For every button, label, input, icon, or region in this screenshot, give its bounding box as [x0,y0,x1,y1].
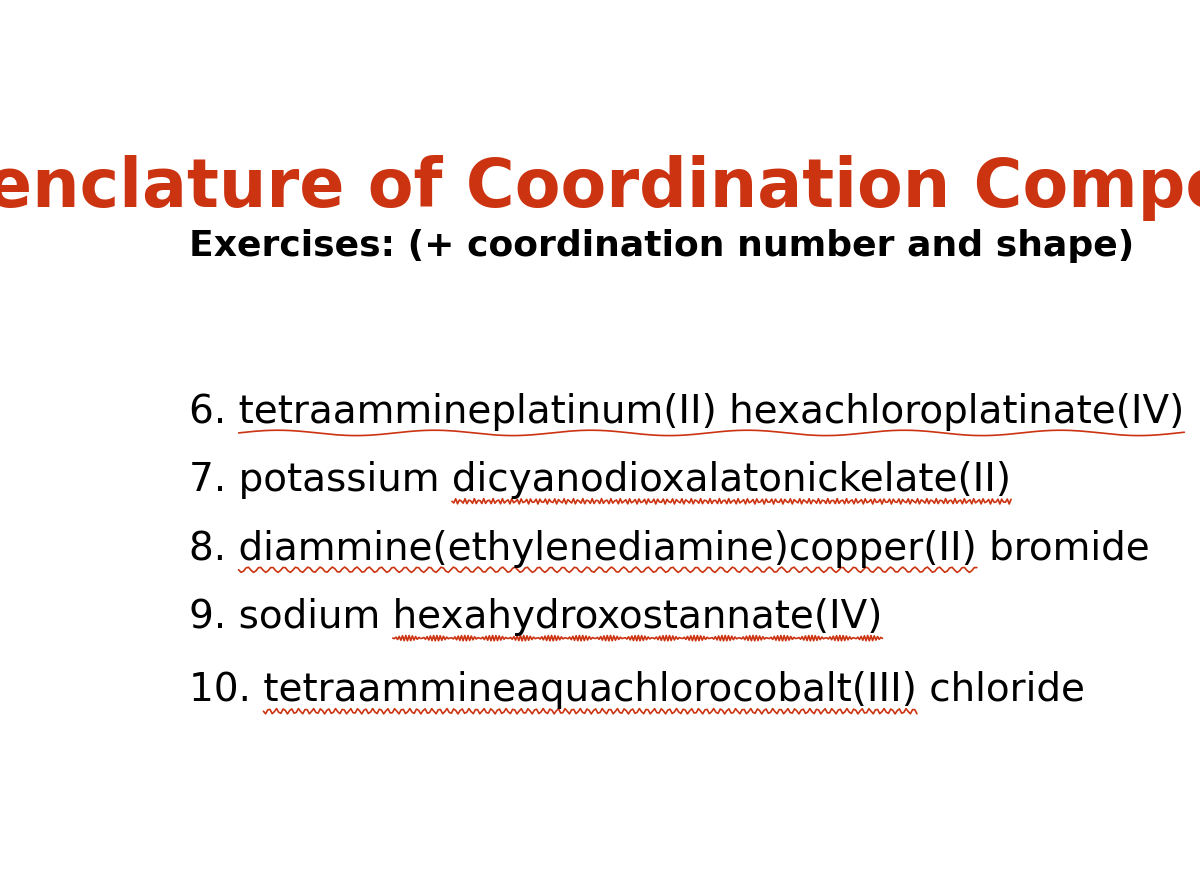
Text: 7. potassium dicyanodioxalatonickelate(II): 7. potassium dicyanodioxalatonickelate(I… [190,462,1012,499]
Text: Nomenclature of Coordination Compounds: Nomenclature of Coordination Compounds [0,155,1200,221]
Text: Exercises: (+ coordination number and shape): Exercises: (+ coordination number and sh… [190,228,1134,262]
Text: 10. tetraammineaquachlorocobalt(III) chloride: 10. tetraammineaquachlorocobalt(III) chl… [190,672,1085,709]
Text: 6. tetraammineplatinum(II) hexachloroplatinate(IV): 6. tetraammineplatinum(II) hexachloropla… [190,393,1184,431]
Text: 9. sodium hexahydroxostannate(IV): 9. sodium hexahydroxostannate(IV) [190,598,882,636]
Text: 8. diammine(ethylenediamine)copper(II) bromide: 8. diammine(ethylenediamine)copper(II) b… [190,530,1150,568]
